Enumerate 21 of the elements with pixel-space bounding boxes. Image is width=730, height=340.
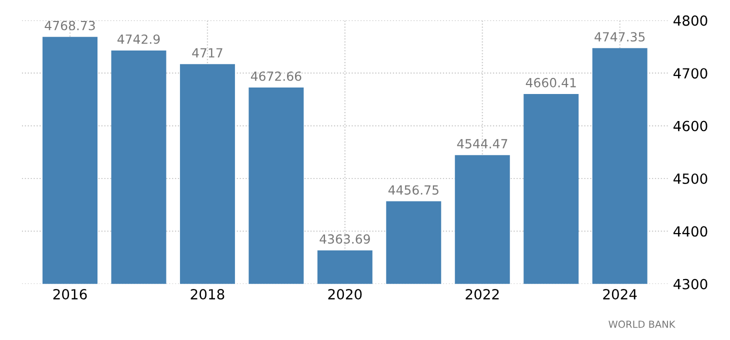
- data-label: 4747.35: [594, 32, 645, 42]
- y-tick-label: 4700: [673, 68, 708, 79]
- y-tick-label: 4600: [673, 120, 708, 132]
- data-label: 4544.47: [457, 139, 508, 148]
- y-tick-label: 4500: [673, 173, 708, 184]
- data-label: 4672.66: [250, 71, 302, 81]
- y-tick-label: 4300: [673, 278, 708, 290]
- data-label: 4717: [192, 48, 222, 58]
- x-tick-label: 2020: [328, 289, 362, 300]
- x-tick-label: 2022: [466, 289, 499, 300]
- data-label: 4742.9: [117, 34, 160, 44]
- data-label: 4768.73: [44, 20, 95, 30]
- x-tick-label: 2018: [190, 289, 224, 300]
- data-label: 4363.69: [320, 234, 370, 244]
- text: WORLD BANK: [608, 320, 676, 328]
- data-label: 4660.41: [526, 78, 576, 88]
- x-tick-label: 2016: [53, 289, 87, 300]
- x-tick-label: 2024: [603, 289, 637, 300]
- y-tick-label: 4400: [673, 226, 708, 237]
- data-label: 4456.75: [388, 185, 438, 195]
- y-tick-label: 4800: [673, 15, 708, 26]
